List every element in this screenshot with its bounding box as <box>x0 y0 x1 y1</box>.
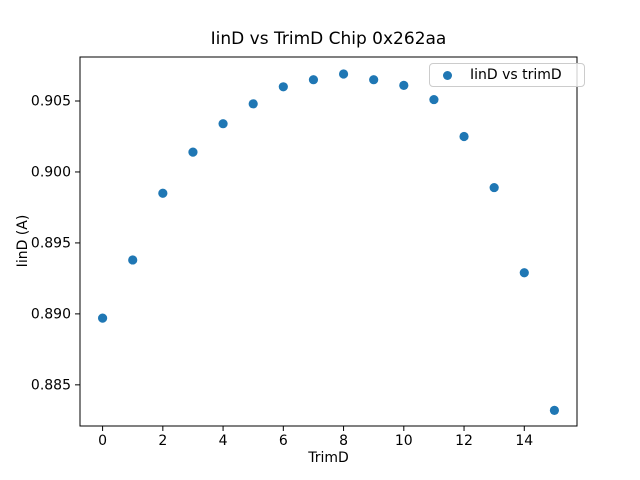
data-point <box>369 75 379 85</box>
legend-marker-icon <box>443 70 452 80</box>
data-point <box>128 255 138 265</box>
x-tick-label: 6 <box>279 433 288 449</box>
y-axis-label: IinD (A) <box>15 214 31 268</box>
data-point <box>248 99 258 109</box>
data-point <box>97 313 108 323</box>
data-point <box>218 119 228 129</box>
x-tick-label: 0 <box>98 433 107 449</box>
data-point <box>188 147 198 157</box>
plot-border <box>79 56 578 427</box>
x-tick-label: 4 <box>219 433 228 449</box>
x-tick-label: 8 <box>339 433 348 449</box>
y-tick-label: 0.895 <box>31 235 71 251</box>
data-point <box>519 268 529 278</box>
data-point <box>158 188 168 198</box>
data-point <box>278 82 288 92</box>
x-tick-label: 10 <box>395 433 413 449</box>
data-point <box>429 94 439 105</box>
chart-title: IinD vs TrimD Chip 0x262aa <box>210 29 447 49</box>
data-point <box>549 405 560 415</box>
data-point <box>399 80 409 90</box>
y-tick-label: 0.890 <box>31 306 71 322</box>
data-point <box>308 75 319 85</box>
data-point <box>459 131 469 142</box>
y-tick-label: 0.885 <box>31 377 71 393</box>
y-tick-label: 0.900 <box>31 164 71 180</box>
x-tick-label: 14 <box>515 433 533 449</box>
legend-label: IinD vs trimD <box>470 67 562 83</box>
y-tick-label: 0.905 <box>31 93 71 109</box>
data-point <box>489 182 499 193</box>
data-point <box>338 69 349 79</box>
legend: IinD vs trimD <box>429 63 585 87</box>
x-axis-label: TrimD <box>308 450 349 466</box>
x-tick-label: 12 <box>455 433 473 449</box>
x-tick-label: 2 <box>158 433 167 449</box>
